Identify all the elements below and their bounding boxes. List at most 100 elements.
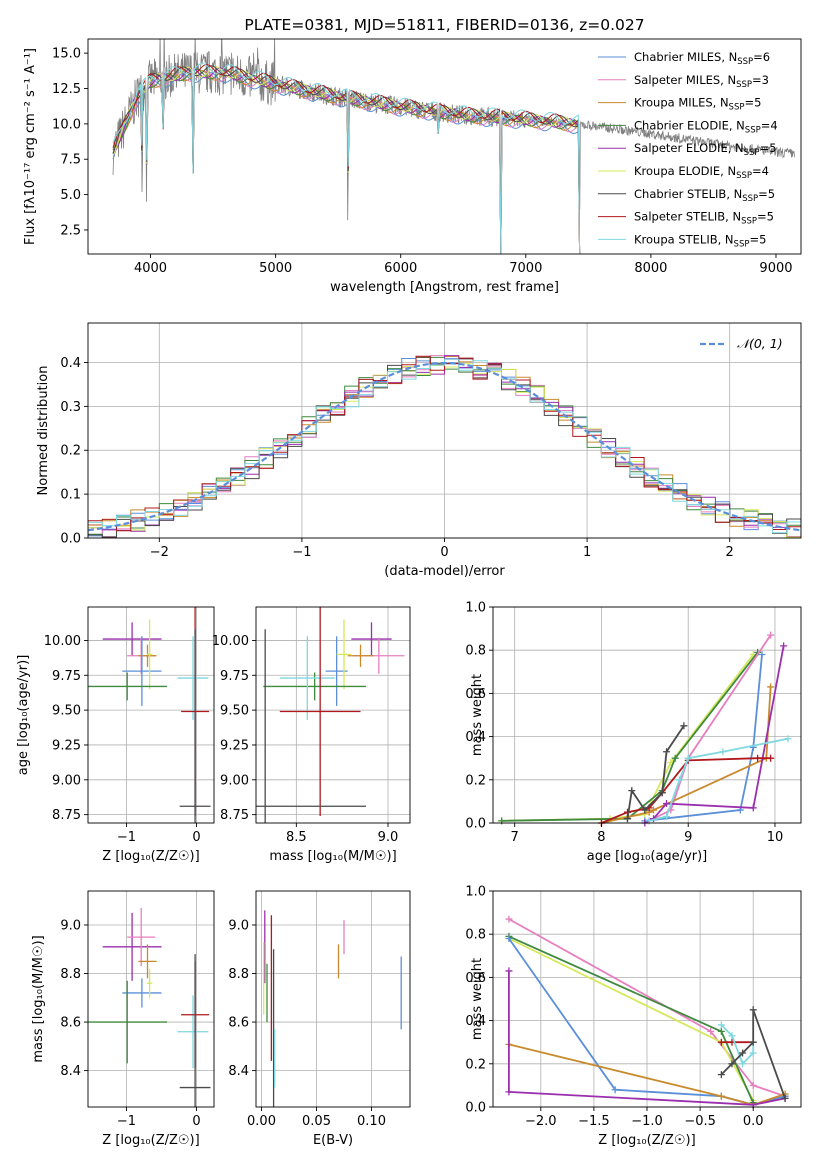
mass-weight-line [507,970,786,1106]
x-tick-label: −1.0 [631,1114,663,1129]
y-tick-label: 1.0 [465,601,486,616]
mass-weight-marker [749,804,757,812]
x-axis-label: Z [log₁₀(Z/Z☉)] [102,1133,199,1148]
y-axis-label: mass weight [470,674,485,756]
panel-2: 𝒩(0, 1) −2 −1 0 1 2 0.0 0.1 0.2 0.3 0.4 (data-model… [36,322,802,579]
x-tick-label: 10 [767,830,784,845]
mass-weight-marker [767,754,775,762]
mass-weight-line [501,653,755,822]
y-axis-label: mass [log₁₀(M/M☉)] [31,935,46,1062]
mass-weight-marker [671,754,679,762]
x-axis-label: Z [log₁₀(Z/Z☉)] [598,1133,695,1148]
x-tick-label: −2 [150,545,169,560]
mass-weight-line [508,937,754,1101]
errorbar-point [102,622,162,656]
y-tick-label: 9.75 [52,669,81,684]
y-tick-label: 0.4 [60,356,81,371]
mass-weight-marker [767,683,775,691]
y-tick-label: 0.4 [465,1014,486,1029]
mass-weight-marker [676,776,684,784]
x-tick-label: −1.5 [578,1114,610,1129]
y-axis-label: Flux [fλ10⁻¹⁷ erg cm⁻² s⁻¹ A⁻¹] [23,48,38,245]
x-tick-label: 9000 [759,261,792,276]
mass-weight-line [626,725,685,819]
errorbar-point [146,968,153,998]
mass-weight-marker [717,1038,725,1046]
y-tick-label: 9.00 [220,773,249,788]
legend-label: Salpeter STELIB, NSSP=5 [634,210,774,227]
model-spectrum-line [112,62,581,254]
plot-frame [255,606,411,824]
errorbar-point [88,980,168,1064]
mass-weight-marker [650,806,658,814]
mass-weight-marker [781,1094,789,1102]
mass-weight-marker [717,1021,725,1029]
y-tick-label: 8.75 [220,808,249,823]
mass-weight-marker [623,815,631,823]
legend-label: Salpeter ELODIE, NSSP=5 [634,141,777,158]
y-tick-label: 0.1 [60,488,81,503]
y-axis-label: Normed distribution [36,366,51,496]
panel-4: 8.5 9.0 8.75 9.00 9.25 9.50 9.75 10.00 mass [log… [212,606,411,864]
errorbar-point [279,607,361,817]
mass-weight-marker [717,1092,725,1100]
legend-label: 𝒩(0, 1) [737,336,783,351]
mass-weight-marker [505,967,513,975]
y-tick-label: 0.2 [60,444,81,459]
mass-weight-line [508,935,755,1104]
x-axis-label: wavelength [Angstrom, rest frame] [330,280,559,295]
plot-frame [492,606,802,824]
y-tick-label: 9.75 [220,669,249,684]
y-tick-label: 5.0 [60,188,81,203]
mass-weight-marker [758,651,766,659]
errorbar-point [146,619,153,690]
mass-weight-marker [784,735,792,743]
mass-weight-marker [739,1060,747,1068]
x-tick-label: 0 [440,545,448,560]
residual-histogram [88,358,801,534]
y-tick-label: 0.6 [465,687,486,702]
mass-weight-marker [719,748,727,756]
panel-1: PLATE=0381, MJD=51811, FIBERID=0136, z=0… [23,16,802,295]
mass-weight-marker [754,754,762,762]
mass-weight-marker [663,748,671,756]
x-tick-label: 4000 [134,261,167,276]
x-axis-label: (data-model)/error [384,564,505,579]
y-tick-label: 0.8 [465,928,486,943]
y-tick-label: 8.8 [228,967,249,982]
y-tick-label: 12.5 [52,82,81,97]
mass-weight-marker [663,800,671,808]
panel-3: −1 0 8.75 9.00 9.25 9.50 9.75 10.00 Z [log₁₀(Z/Z… [16,606,215,864]
mass-weight-line [601,686,772,824]
mass-weight-marker [780,642,788,650]
x-tick-label: 0 [192,830,200,845]
y-tick-label: 8.8 [60,967,81,982]
x-tick-label: 9 [684,830,692,845]
x-tick-label: −1 [292,545,311,560]
y-tick-label: 2.5 [60,223,81,238]
y-tick-label: 0.0 [60,532,81,547]
errorbar-point [88,672,168,701]
mass-weight-marker [680,722,688,730]
y-tick-label: 0.0 [465,1101,486,1116]
x-tick-label: 5000 [259,261,292,276]
mass-weight-marker [684,754,692,762]
y-tick-label: 9.50 [52,704,81,719]
mass-weight-marker [749,1049,757,1057]
mass-weight-marker [717,1071,725,1079]
plot-frame [87,890,215,1108]
y-tick-label: 15.0 [52,47,81,62]
x-tick-label: 2 [726,545,734,560]
y-tick-label: 0.2 [465,1057,486,1072]
errorbar-point [336,619,352,690]
x-tick-label: 8.5 [286,830,307,845]
model-spectrum-line [112,64,581,254]
x-tick-label: 8000 [634,261,667,276]
legend-label: Kroupa MILES, NSSP=5 [634,96,761,113]
x-tick-label: 7000 [509,261,542,276]
x-tick-label: 7 [511,830,519,845]
mass-weight-marker [505,915,513,923]
x-tick-label: 9.0 [378,830,399,845]
mass-weight-marker [717,1027,725,1035]
